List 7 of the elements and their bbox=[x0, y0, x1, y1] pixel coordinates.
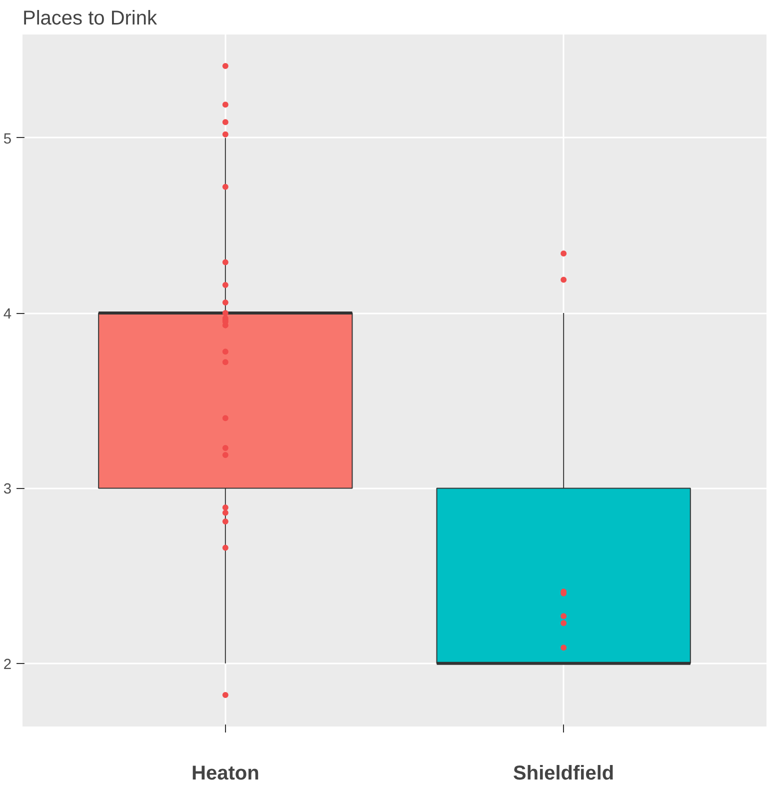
y-tick-label: 5 bbox=[3, 131, 12, 148]
y-tick-label: 4 bbox=[3, 306, 12, 323]
x-tick-label: Heaton bbox=[192, 762, 260, 784]
chart-title: Places to Drink bbox=[22, 8, 158, 30]
y-tick-label: 2 bbox=[3, 656, 12, 673]
x-tick-label: Shieldfield bbox=[513, 762, 614, 784]
y-tick-label: 3 bbox=[3, 482, 12, 498]
